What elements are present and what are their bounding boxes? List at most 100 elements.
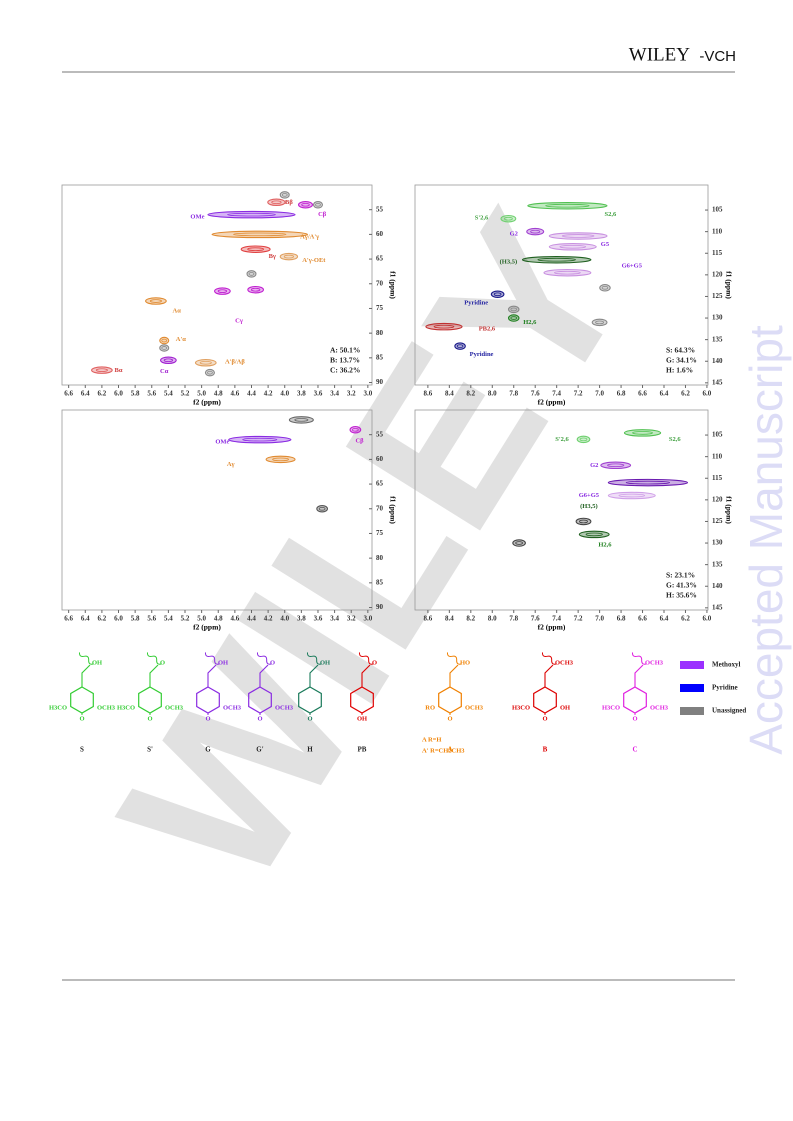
substituent: OH <box>357 715 367 722</box>
cross-peak-core <box>607 463 625 468</box>
x-tick-label: 4.6 <box>230 390 239 398</box>
peak-label: Cβ <box>318 211 327 218</box>
cross-peak-core <box>530 229 541 234</box>
y-tick-label: 135 <box>712 560 723 568</box>
peak-label: Bγ <box>269 253 276 260</box>
cross-peak-core <box>515 541 523 545</box>
cross-peak-core <box>554 270 581 275</box>
x-tick-label: 3.0 <box>363 615 372 623</box>
y-axis-label: f1 (ppm) <box>388 496 397 524</box>
y-tick-label: 125 <box>712 292 723 300</box>
x-tick-label: 3.6 <box>314 390 323 398</box>
x-tick-label: 6.4 <box>660 615 669 623</box>
x-tick-label: 5.8 <box>131 615 140 623</box>
y-tick-label: 105 <box>712 431 723 439</box>
structure-name: S <box>80 746 84 754</box>
substituent: O <box>542 715 547 722</box>
y-tick-label: 140 <box>712 357 723 365</box>
x-tick-label: 6.6 <box>64 390 73 398</box>
cross-peak-core <box>595 320 605 325</box>
substituent: OCH3 <box>275 704 294 711</box>
substituent: O <box>257 715 262 722</box>
cross-peak <box>247 285 265 294</box>
substituent: OCH3 <box>555 659 574 666</box>
cross-peak <box>312 201 324 209</box>
substituent: H3CO <box>117 704 135 711</box>
cross-peak <box>145 297 167 305</box>
cross-peak <box>194 359 217 367</box>
cross-peak-core <box>585 532 603 537</box>
side-chain <box>634 664 644 687</box>
x-tick-label: 3.2 <box>347 615 356 623</box>
peak-label: G6+G5 <box>579 492 600 499</box>
x-tick-label: 8.2 <box>466 390 475 398</box>
cross-peak <box>575 517 592 526</box>
side-chain <box>309 664 319 687</box>
x-tick-label: 6.0 <box>703 390 712 398</box>
x-tick-label: 7.6 <box>531 615 540 623</box>
structure-name: C <box>632 746 637 754</box>
cross-peak-core <box>493 292 502 297</box>
x-tick-label: 6.0 <box>114 390 123 398</box>
composition: H: 1.6% <box>666 366 693 375</box>
x-tick-label: 4.8 <box>214 615 223 623</box>
cross-peak-core <box>199 360 212 365</box>
x-tick-label: 4.2 <box>264 615 273 623</box>
composition: C: 36.2% <box>330 366 360 375</box>
x-tick-label: 3.4 <box>330 615 339 623</box>
y-tick-label: 85 <box>376 353 384 361</box>
wavy-bond <box>306 652 322 665</box>
cross-peak <box>548 243 597 251</box>
peak-label: Pyridine <box>464 299 488 306</box>
x-axis-label: f2 (ppm) <box>193 623 221 632</box>
substituent: O <box>205 715 210 722</box>
y-tick-label: 125 <box>712 517 723 525</box>
substituent: H3CO <box>512 704 530 711</box>
side-chain <box>149 664 159 687</box>
peak-label: Cβ <box>355 438 364 445</box>
substituent: OCH3 <box>223 704 242 711</box>
x-tick-label: 6.2 <box>681 390 690 398</box>
y-tick-label: 90 <box>376 378 384 386</box>
x-tick-label: 5.6 <box>147 615 156 623</box>
cross-peak <box>512 539 526 547</box>
x-tick-label: 7.2 <box>574 390 583 398</box>
composition: H: 35.6% <box>666 591 697 600</box>
cross-peak <box>623 429 662 437</box>
cross-peak <box>500 214 517 223</box>
x-tick-label: 3.8 <box>297 615 306 623</box>
structure-name: B <box>543 746 548 754</box>
cross-peak <box>279 252 299 261</box>
diagonal-watermark: WILEY <box>72 173 676 927</box>
cross-peak <box>591 318 608 327</box>
panel-frame <box>61 184 373 386</box>
composition: B: 13.7% <box>330 356 360 365</box>
benzene-ring <box>623 686 647 714</box>
wavy-bond <box>358 652 374 665</box>
x-tick-label: 7.8 <box>509 615 518 623</box>
cross-peak <box>288 416 314 424</box>
cross-peak-core <box>579 437 588 442</box>
peak-label: Bα <box>115 367 123 374</box>
cross-peak <box>425 322 463 331</box>
peak-label: H2,6 <box>598 542 612 549</box>
x-tick-label: 6.6 <box>64 615 73 623</box>
y-tick-label: 140 <box>712 582 723 590</box>
cross-peak-core <box>217 289 228 293</box>
y-tick-label: 70 <box>376 504 384 512</box>
y-tick-label: 80 <box>376 329 384 337</box>
x-tick-label: 3.2 <box>347 390 356 398</box>
substituent: OCH3 <box>97 704 116 711</box>
side-chain <box>81 664 91 687</box>
substituent: OH <box>218 659 228 666</box>
x-tick-label: 7.0 <box>595 390 604 398</box>
cross-peak-core <box>561 234 595 238</box>
structure-name: H <box>307 746 313 754</box>
peak-label: Cγ <box>235 317 243 324</box>
composition: G: 34.1% <box>666 356 697 365</box>
x-tick-label: 5.6 <box>147 390 156 398</box>
y-tick-label: 145 <box>712 378 723 386</box>
cross-peak-core <box>161 338 168 343</box>
peak-label: S2,6 <box>604 211 616 218</box>
x-tick-label: 3.8 <box>297 390 306 398</box>
